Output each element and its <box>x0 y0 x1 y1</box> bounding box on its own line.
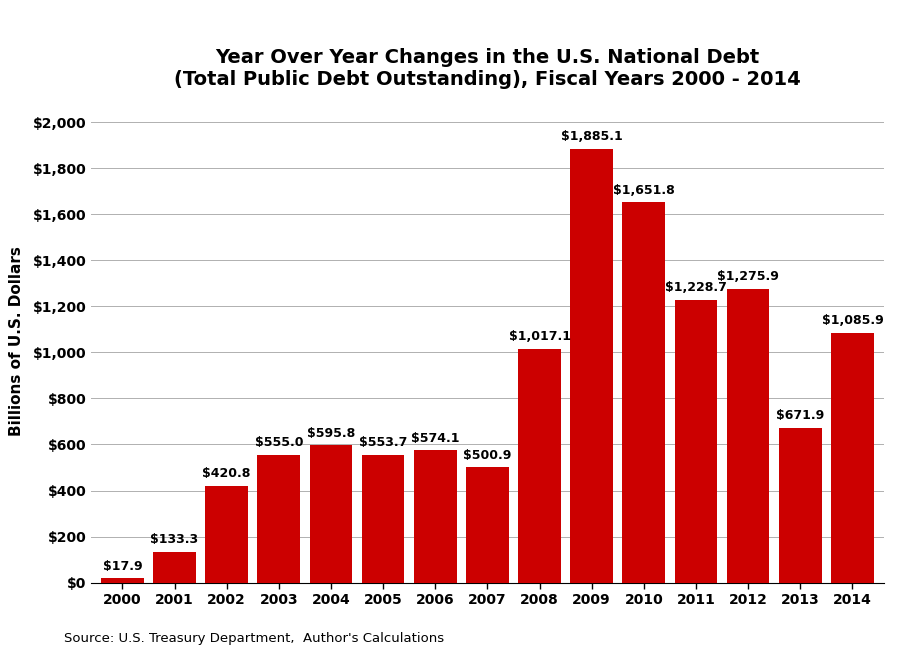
Bar <box>622 203 665 583</box>
Bar <box>570 149 613 583</box>
Text: $671.9: $671.9 <box>776 409 824 422</box>
Text: $595.8: $595.8 <box>307 427 355 440</box>
Bar <box>831 333 874 583</box>
Bar <box>727 289 770 583</box>
Bar <box>310 446 353 583</box>
Text: $1,228.7: $1,228.7 <box>665 281 727 294</box>
Bar <box>205 486 248 583</box>
Text: $420.8: $420.8 <box>202 467 251 480</box>
Text: $1,017.1: $1,017.1 <box>508 330 570 343</box>
Text: $555.0: $555.0 <box>254 436 303 449</box>
Bar <box>414 450 456 583</box>
Bar <box>518 348 561 583</box>
Bar <box>674 300 717 583</box>
Text: $1,885.1: $1,885.1 <box>561 130 622 143</box>
Bar <box>466 467 508 583</box>
Y-axis label: Billions of U.S. Dollars: Billions of U.S. Dollars <box>9 246 25 436</box>
Text: $133.3: $133.3 <box>150 533 199 546</box>
Text: $1,275.9: $1,275.9 <box>717 270 779 283</box>
Bar <box>362 455 404 583</box>
Text: $17.9: $17.9 <box>103 559 142 573</box>
Text: $1,651.8: $1,651.8 <box>613 183 675 197</box>
Bar <box>779 428 822 583</box>
Text: $1,085.9: $1,085.9 <box>822 314 884 327</box>
Text: $574.1: $574.1 <box>411 432 459 445</box>
Text: Source: U.S. Treasury Department,  Author's Calculations: Source: U.S. Treasury Department, Author… <box>64 632 444 645</box>
Text: $500.9: $500.9 <box>463 449 512 461</box>
Bar <box>258 455 301 583</box>
Text: $553.7: $553.7 <box>359 436 407 449</box>
Bar <box>153 552 196 583</box>
Bar <box>101 579 144 583</box>
Title: Year Over Year Changes in the U.S. National Debt
(Total Public Debt Outstanding): Year Over Year Changes in the U.S. Natio… <box>174 48 801 89</box>
